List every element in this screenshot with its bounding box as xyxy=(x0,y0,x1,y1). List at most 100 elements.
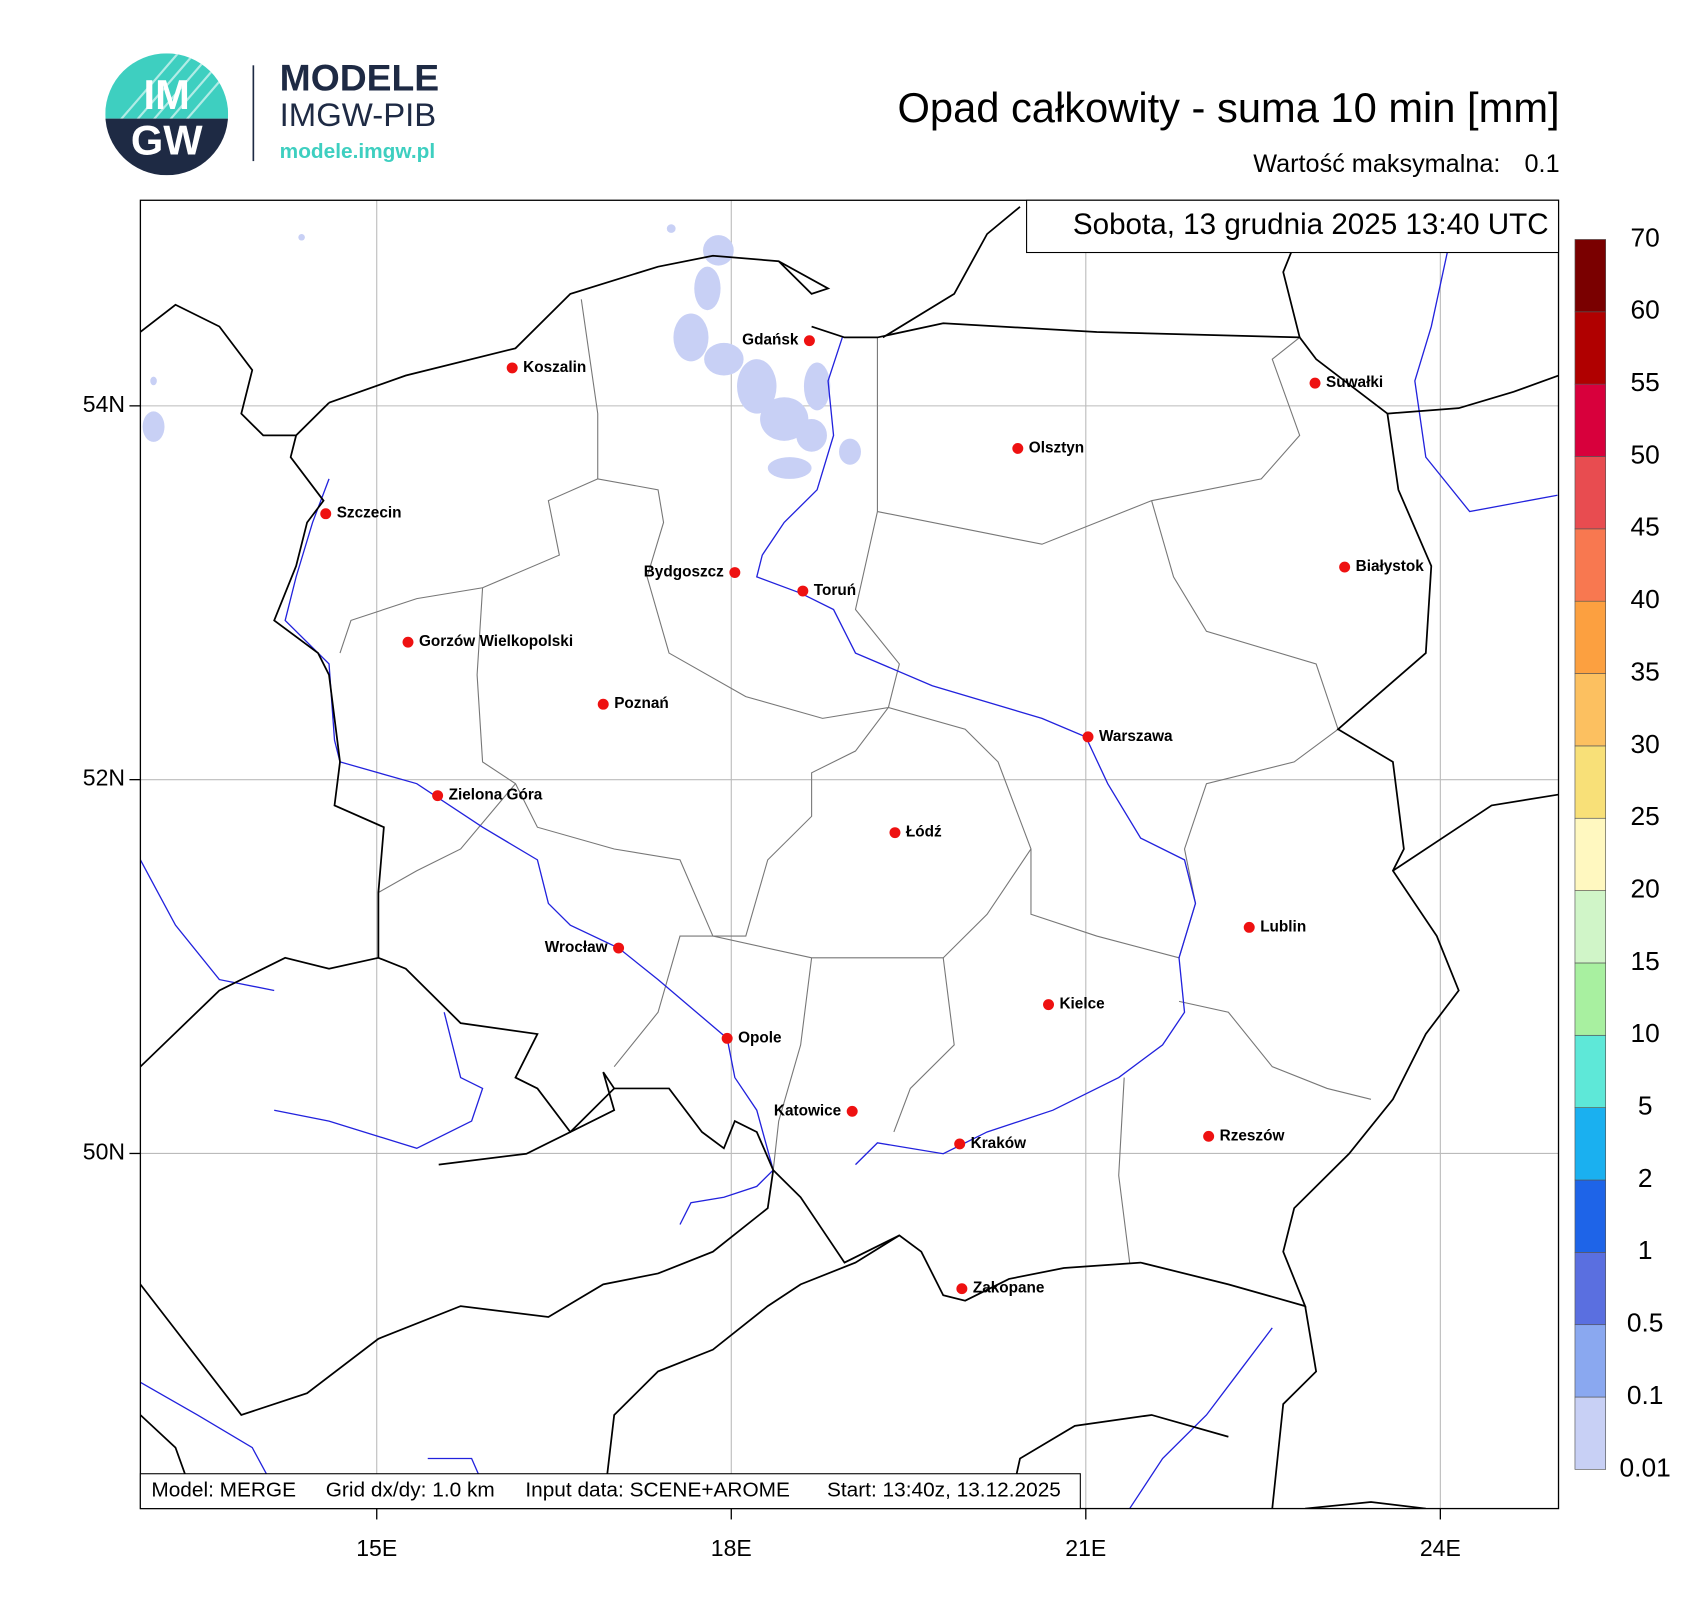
city-label: Szczecin xyxy=(337,505,402,522)
city-label: Bydgoszcz xyxy=(644,564,724,581)
colorbar-label: 5 xyxy=(1638,1091,1653,1121)
city-marker xyxy=(402,636,414,648)
x-tick-label: 15E xyxy=(356,1535,397,1561)
footer-text: Input data: SCENE+AROME xyxy=(525,1479,790,1502)
city-marker xyxy=(613,942,625,954)
city-marker xyxy=(797,585,809,597)
city-marker xyxy=(1243,921,1255,933)
city-marker xyxy=(1203,1130,1215,1142)
colorbar-label: 35 xyxy=(1631,657,1660,687)
city-label: Olsztyn xyxy=(1029,440,1084,457)
rivers xyxy=(140,250,1558,1509)
colorbar-band xyxy=(1574,1179,1607,1253)
colorbar-band xyxy=(1574,745,1607,819)
footer: Model: MERGE Grid dx/dy: 1.0 km Input data… xyxy=(151,1479,1061,1502)
city-marker xyxy=(1339,561,1351,573)
logo-mark-top: IM xyxy=(144,71,190,118)
colorbar-label: 45 xyxy=(1631,512,1660,542)
colorbar-band xyxy=(1574,239,1607,313)
colorbar-label: 10 xyxy=(1631,1018,1660,1048)
cities: Gdańsk Koszalin Suwałki Olsztyn Szczecin Biał… xyxy=(320,332,1424,1297)
city-marker xyxy=(956,1283,968,1295)
city-marker xyxy=(1012,442,1024,454)
colorbar-label: 15 xyxy=(1631,946,1660,976)
colorbar-band xyxy=(1574,673,1607,747)
max-label: Wartość maksymalna: xyxy=(1253,150,1500,178)
city-marker xyxy=(597,698,609,710)
colorbar-label: 40 xyxy=(1631,584,1660,614)
city-label: Poznań xyxy=(614,695,669,712)
colorbar-label: 30 xyxy=(1631,729,1660,759)
logo-url: modele.imgw.pl xyxy=(280,140,435,163)
footer-text: Start: 13:40z, 13.12.2025 xyxy=(827,1479,1061,1502)
city-marker xyxy=(954,1138,966,1150)
city-marker xyxy=(1082,731,1094,743)
colorbar-band xyxy=(1574,1324,1607,1398)
city-label: Koszalin xyxy=(523,359,586,376)
colorbar-label: 2 xyxy=(1638,1163,1653,1193)
city-marker xyxy=(721,1032,733,1044)
colorbar-label: 20 xyxy=(1631,874,1660,904)
colorbar-label: 0.01 xyxy=(1620,1452,1671,1482)
title: Opad całkowity - suma 10 min [mm] xyxy=(898,84,1560,131)
colorbar-band xyxy=(1574,311,1607,385)
footer-box xyxy=(139,1473,1081,1510)
colorbar-band xyxy=(1574,600,1607,674)
map-background xyxy=(140,200,1559,1509)
max-value: 0.1 xyxy=(1525,150,1560,178)
colorbar-label: 25 xyxy=(1631,801,1660,831)
x-tick-label: 21E xyxy=(1065,1535,1106,1561)
country-borders xyxy=(140,206,1559,1509)
logo-mark-bottom: GW xyxy=(131,117,204,164)
city-label: Łódź xyxy=(906,824,942,841)
colorbar-label: 70 xyxy=(1631,222,1660,252)
y-tick-label: 52N xyxy=(83,765,125,791)
colorbar-label: 55 xyxy=(1631,367,1660,397)
city-label: Zakopane xyxy=(973,1280,1045,1297)
city-label: Białystok xyxy=(1356,558,1425,575)
city-marker xyxy=(889,827,901,839)
city-marker xyxy=(803,335,815,347)
colorbar-band xyxy=(1574,528,1607,602)
city-marker xyxy=(729,567,741,578)
footer-text: Grid dx/dy: 1.0 km xyxy=(326,1479,495,1502)
colorbar-band xyxy=(1574,1252,1607,1326)
colorbar-band xyxy=(1574,1034,1607,1108)
timestamp-box xyxy=(1026,199,1560,254)
city-marker xyxy=(320,508,332,520)
y-tick-label: 50N xyxy=(83,1139,125,1165)
colorbar-band xyxy=(1574,1107,1607,1181)
city-marker xyxy=(846,1105,858,1117)
city-marker xyxy=(432,790,444,802)
x-tick-label: 24E xyxy=(1420,1535,1461,1561)
city-label: Gdańsk xyxy=(742,332,799,349)
logo: IM GW MODELE IMGW-PIB modele.imgw.pl xyxy=(105,53,439,176)
city-label: Opole xyxy=(738,1029,781,1046)
province-borders xyxy=(339,299,1372,1263)
axes: 15E 18E 21E 24E 50N 52N 54N xyxy=(83,391,1461,1561)
colorbar-label: 0.5 xyxy=(1627,1308,1664,1338)
city-marker xyxy=(1043,999,1054,1011)
city-label: Gorzów Wielkopolski xyxy=(419,633,573,650)
city-label: Lublin xyxy=(1260,918,1306,935)
logo-name: MODELE xyxy=(280,56,439,98)
city-marker xyxy=(506,362,518,374)
city-label: Zielona Góra xyxy=(449,787,543,804)
precipitation xyxy=(142,224,861,479)
city-label: Rzeszów xyxy=(1220,1127,1285,1144)
y-tick-label: 54N xyxy=(83,391,125,417)
logo-org: IMGW-PIB xyxy=(280,96,437,133)
city-label: Katowice xyxy=(774,1102,841,1119)
city-label: Kraków xyxy=(971,1135,1027,1152)
colorbar-band xyxy=(1574,456,1607,530)
colorbar-label: 60 xyxy=(1631,295,1660,325)
city-label: Wrocław xyxy=(545,939,608,956)
colorbar-label: 1 xyxy=(1638,1235,1653,1265)
colorbar-band xyxy=(1574,890,1607,964)
timestamp: Sobota, 13 grudnia 2025 13:40 UTC xyxy=(1073,208,1549,241)
colorbar-band xyxy=(1574,1396,1607,1470)
colorbar-label: 50 xyxy=(1631,439,1660,469)
colorbar-band xyxy=(1574,383,1607,457)
